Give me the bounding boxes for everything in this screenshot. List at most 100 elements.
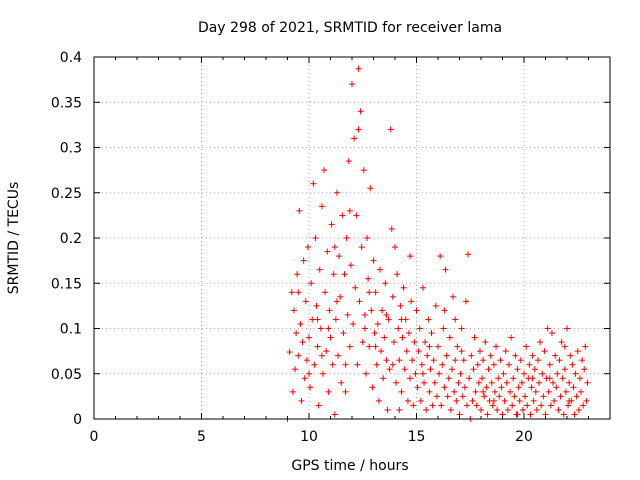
data-point <box>548 330 555 337</box>
data-point <box>326 307 333 314</box>
data-point <box>376 266 383 273</box>
data-point <box>295 352 302 359</box>
data-point <box>333 189 340 196</box>
data-point <box>415 348 422 355</box>
data-point <box>428 330 435 337</box>
x-axis-label: GPS time / hours <box>291 458 408 474</box>
y-tick-label: 0.1 <box>60 322 82 338</box>
data-point <box>476 348 483 355</box>
data-point <box>286 349 293 356</box>
data-point <box>370 257 377 264</box>
data-point <box>494 406 501 413</box>
chart-title: Day 298 of 2021, SRMTID for receiver lam… <box>198 20 502 36</box>
data-point <box>531 366 538 373</box>
data-point <box>432 302 439 309</box>
data-point <box>389 293 396 300</box>
data-point <box>452 316 459 323</box>
data-point <box>332 316 339 323</box>
data-point <box>424 352 431 359</box>
data-point <box>447 406 454 413</box>
data-point <box>344 311 351 318</box>
data-point <box>521 370 527 377</box>
data-point <box>514 411 521 418</box>
data-point <box>290 307 297 314</box>
data-point <box>507 388 514 395</box>
data-point <box>516 397 523 404</box>
data-point <box>312 235 319 241</box>
data-point <box>426 343 433 350</box>
data-point <box>461 384 468 391</box>
data-point <box>417 397 424 404</box>
data-point <box>368 307 375 314</box>
data-point <box>361 325 368 332</box>
data-point <box>351 135 358 142</box>
data-point <box>470 366 477 373</box>
data-point <box>359 339 366 346</box>
data-point <box>301 375 308 382</box>
data-point <box>328 221 335 228</box>
data-point <box>411 339 418 346</box>
data-point <box>352 284 359 291</box>
data-point <box>340 330 347 337</box>
data-point <box>556 357 563 364</box>
data-point <box>528 384 535 391</box>
data-point <box>341 271 348 278</box>
data-point <box>544 325 551 332</box>
data-point <box>540 393 547 400</box>
data-point <box>414 384 421 391</box>
data-point <box>347 262 354 269</box>
data-point <box>366 343 373 350</box>
data-point <box>310 180 317 187</box>
data-point <box>536 379 543 386</box>
data-point <box>400 284 407 291</box>
data-point <box>464 402 471 409</box>
data-point <box>515 384 522 391</box>
data-point <box>472 388 479 395</box>
data-point <box>481 393 488 400</box>
data-point <box>358 244 365 251</box>
data-point <box>482 339 489 346</box>
data-point <box>561 366 568 373</box>
data-point <box>527 411 534 418</box>
data-point <box>349 81 355 88</box>
data-point <box>567 352 574 359</box>
data-point <box>526 361 533 368</box>
data-point <box>383 357 390 364</box>
data-point <box>303 357 310 364</box>
data-point <box>483 384 490 391</box>
data-point <box>357 108 364 115</box>
data-point <box>362 370 369 377</box>
data-point <box>501 397 508 404</box>
data-point <box>324 248 331 255</box>
data-point <box>386 366 393 373</box>
data-point <box>446 334 453 341</box>
data-point <box>441 384 448 391</box>
y-tick-label: 0.35 <box>51 95 82 111</box>
data-point <box>316 266 323 273</box>
data-point <box>445 375 452 382</box>
data-point <box>421 379 428 386</box>
data-point <box>551 397 558 404</box>
data-point <box>550 379 557 386</box>
data-point <box>408 298 415 305</box>
data-point <box>425 316 432 323</box>
data-point <box>342 388 349 395</box>
data-point <box>389 361 396 368</box>
data-point <box>580 402 587 409</box>
data-point <box>369 384 376 391</box>
data-point <box>375 397 382 404</box>
data-point <box>403 348 410 355</box>
data-point <box>451 388 458 395</box>
data-point <box>318 203 325 210</box>
data-point <box>333 298 340 305</box>
data-point <box>458 348 465 355</box>
data-point <box>412 370 419 377</box>
data-point <box>490 361 497 368</box>
data-point <box>566 397 573 404</box>
data-point <box>555 406 562 413</box>
data-point <box>509 402 516 409</box>
data-point <box>466 375 473 382</box>
data-point <box>299 339 306 346</box>
data-point <box>404 397 411 404</box>
